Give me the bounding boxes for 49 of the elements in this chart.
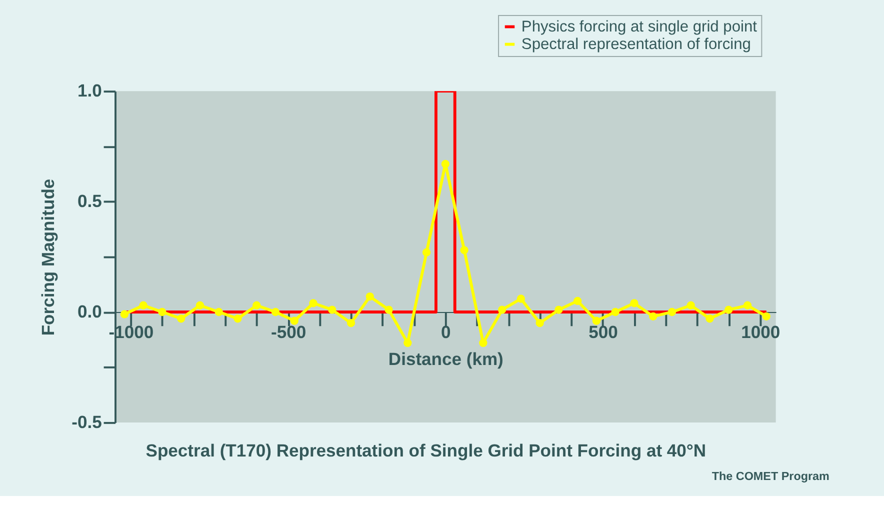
y-tick-label: 0.5	[77, 190, 102, 211]
point	[762, 312, 770, 320]
y-axis-title: Forcing Magnitude	[38, 178, 58, 336]
point	[611, 308, 620, 316]
point	[516, 294, 526, 303]
legend-label: Spectral representation of forcing	[521, 36, 751, 54]
point	[290, 316, 298, 325]
x-tick-label: 0	[441, 322, 452, 342]
point	[592, 316, 601, 325]
x-axis-title: Distance (km)	[388, 349, 504, 370]
point	[479, 338, 488, 347]
point	[422, 248, 431, 256]
point	[366, 292, 374, 301]
point	[158, 308, 166, 316]
y-tick-label: -0.5	[72, 412, 102, 432]
text: The COMET Program	[712, 470, 830, 483]
point	[120, 310, 129, 318]
point	[139, 301, 148, 310]
x-tick-label: 500	[588, 322, 618, 342]
point	[573, 296, 582, 306]
legend-label: Physics forcing at single grid point	[521, 18, 758, 36]
point	[441, 160, 450, 168]
point	[252, 301, 261, 310]
x-tick-label: -500	[271, 322, 306, 342]
point	[196, 301, 204, 310]
point	[328, 306, 336, 314]
point	[309, 299, 318, 308]
point	[384, 306, 393, 314]
y-tick-label: 1.0	[77, 80, 102, 100]
point	[743, 301, 752, 310]
x-tick-label: 1000	[741, 322, 780, 342]
point	[498, 306, 506, 314]
point	[404, 338, 412, 347]
y-tick-label: 0.0	[77, 301, 102, 322]
point	[630, 299, 638, 308]
point	[271, 308, 280, 316]
point	[706, 314, 714, 323]
point	[686, 301, 695, 310]
point	[649, 312, 658, 320]
point	[668, 308, 676, 316]
point	[346, 318, 356, 328]
point	[536, 318, 544, 328]
point	[724, 306, 733, 314]
point	[460, 246, 468, 254]
point	[177, 314, 186, 323]
point	[234, 314, 242, 323]
point	[214, 308, 223, 316]
point	[554, 306, 563, 314]
text: Spectral (T170) Representation of Single Grid Point Forcing at 40°N	[146, 440, 706, 461]
